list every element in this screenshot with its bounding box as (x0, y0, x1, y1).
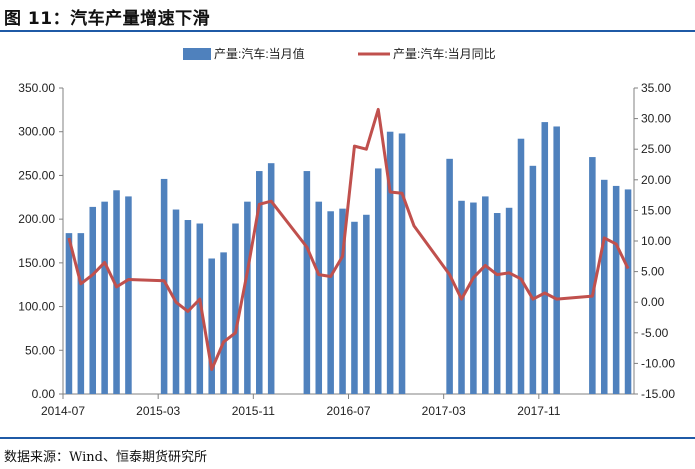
bar (89, 206, 97, 394)
left-tick-label: 100.00 (18, 300, 55, 314)
bar (386, 131, 394, 394)
bar (624, 189, 632, 394)
left-tick-label: 0.00 (32, 387, 56, 401)
bar (232, 223, 239, 394)
bar (256, 171, 263, 394)
left-tick-label: 200.00 (18, 212, 55, 226)
x-tick-label: 2014-07 (41, 404, 85, 418)
bar (398, 133, 406, 394)
bar (77, 233, 85, 394)
legend: 产量:汽车:当月值 产量:汽车:当月同比 (183, 46, 496, 61)
legend-bar-swatch (183, 48, 211, 60)
right-tick-label: 20.00 (641, 173, 671, 187)
source-note: 数据来源：Wind、恒泰期货研究所 (4, 450, 207, 465)
x-tick-label: 2016-07 (326, 404, 370, 418)
axes: 0.00 50.00 100.00 150.00 200.00 250.00 300.00 3… (18, 81, 675, 418)
left-tick-label: 150.00 (18, 256, 55, 270)
bar (517, 138, 525, 394)
bar (101, 201, 108, 394)
right-tick-label: 5.00 (641, 265, 665, 279)
bar-series (65, 122, 632, 394)
bar (600, 179, 608, 394)
right-tick-label: -10.00 (641, 356, 675, 370)
left-tick-label: 350.00 (18, 81, 55, 95)
combo-chart: 产量:汽车:当月值 产量:汽车:当月同比 0.00 50.00 100.00 150.0… (18, 46, 675, 418)
bar (505, 207, 513, 394)
legend-line-label: 产量:汽车:当月同比 (393, 46, 496, 61)
bar (493, 213, 501, 394)
right-tick-label: 25.00 (641, 142, 671, 156)
left-tick-label: 300.00 (18, 125, 55, 139)
bar (339, 208, 346, 394)
x-tick-label: 2015-03 (136, 404, 180, 418)
right-tick-label: 0.00 (641, 295, 665, 309)
bar (470, 202, 477, 394)
x-tick-label: 2015-11 (232, 404, 275, 418)
bar (553, 126, 560, 394)
bottom-rule (0, 437, 695, 439)
title-bar: 图 11：汽车产量增速下滑 (0, 0, 695, 32)
bar (113, 190, 120, 394)
bar (125, 196, 132, 394)
left-tick-label: 50.00 (25, 343, 55, 357)
bar (327, 211, 334, 394)
chart-area: 产量:汽车:当月值 产量:汽车:当月同比 0.00 50.00 100.00 150.0… (0, 32, 695, 432)
bar (363, 214, 370, 394)
bar (244, 201, 251, 394)
x-tick-label: 2017-11 (517, 404, 560, 418)
bar (303, 171, 311, 394)
right-tick-label: 35.00 (641, 81, 671, 95)
bar (315, 201, 323, 394)
right-tick-label: 15.00 (641, 203, 671, 217)
right-tick-label: -15.00 (641, 387, 675, 401)
right-tick-label: 30.00 (641, 112, 671, 126)
bar (208, 258, 215, 394)
bar (160, 178, 168, 394)
bar (612, 185, 620, 394)
right-tick-label: 10.00 (641, 234, 671, 248)
bar (541, 122, 549, 394)
bar (374, 168, 382, 394)
bar (589, 157, 596, 394)
series-line (67, 107, 630, 372)
x-tick-label: 2017-03 (422, 404, 466, 418)
left-tick-label: 250.00 (18, 168, 55, 182)
bar (196, 223, 204, 394)
legend-bar-label: 产量:汽车:当月值 (214, 46, 305, 61)
bar (482, 196, 489, 394)
figure-title: 图 11：汽车产量增速下滑 (4, 9, 211, 29)
bar (184, 220, 192, 394)
bar (351, 221, 358, 394)
bar (267, 163, 275, 394)
right-tick-label: -5.00 (641, 326, 669, 340)
bar (65, 233, 73, 394)
line-series (67, 107, 630, 372)
bar (220, 252, 227, 394)
bar (529, 165, 537, 394)
